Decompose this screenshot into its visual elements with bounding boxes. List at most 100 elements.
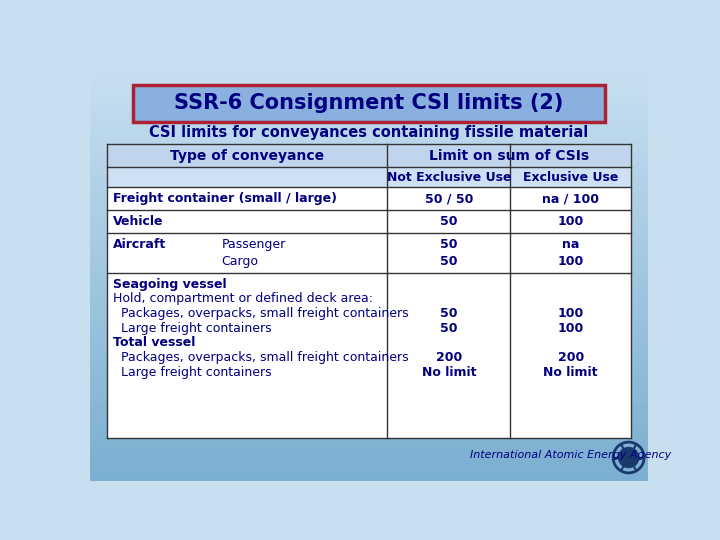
Bar bbox=[90, 162, 648, 168]
Bar bbox=[90, 349, 648, 356]
Text: No limit: No limit bbox=[422, 366, 476, 379]
Bar bbox=[107, 144, 631, 438]
Bar bbox=[90, 432, 648, 439]
Text: Packages, overpacks, small freight containers: Packages, overpacks, small freight conta… bbox=[113, 351, 409, 364]
Bar bbox=[90, 99, 648, 106]
Bar bbox=[90, 390, 648, 397]
Text: Hold, compartment or defined deck area:: Hold, compartment or defined deck area: bbox=[113, 292, 373, 306]
Bar bbox=[90, 460, 648, 467]
Bar bbox=[90, 356, 648, 363]
Bar bbox=[90, 474, 648, 481]
Bar bbox=[90, 65, 648, 72]
Bar bbox=[90, 363, 648, 370]
Text: 100: 100 bbox=[557, 322, 584, 335]
Bar bbox=[90, 238, 648, 245]
Bar bbox=[90, 224, 648, 231]
Bar bbox=[90, 176, 648, 183]
Bar bbox=[90, 85, 648, 92]
Text: Packages, overpacks, small freight containers: Packages, overpacks, small freight conta… bbox=[113, 307, 409, 320]
Bar bbox=[90, 287, 648, 294]
Text: 200: 200 bbox=[557, 351, 584, 364]
Text: Freight container (small / large): Freight container (small / large) bbox=[113, 192, 337, 205]
Text: Passenger: Passenger bbox=[222, 239, 286, 252]
Bar bbox=[90, 141, 648, 148]
Bar bbox=[90, 245, 648, 252]
Bar bbox=[90, 383, 648, 390]
Text: CSI limits for conveyances containing fissile material: CSI limits for conveyances containing fi… bbox=[149, 125, 589, 140]
Text: Exclusive Use: Exclusive Use bbox=[523, 171, 618, 184]
Bar bbox=[90, 127, 648, 134]
Bar bbox=[90, 273, 648, 280]
Bar bbox=[90, 72, 648, 79]
Text: Seagoing vessel: Seagoing vessel bbox=[113, 278, 227, 291]
Bar bbox=[90, 134, 648, 141]
Text: 50: 50 bbox=[440, 322, 458, 335]
Bar bbox=[107, 167, 631, 187]
Bar bbox=[90, 197, 648, 204]
Bar bbox=[90, 280, 648, 287]
Bar bbox=[90, 92, 648, 99]
Bar bbox=[90, 79, 648, 85]
Bar bbox=[90, 300, 648, 307]
Text: No limit: No limit bbox=[544, 366, 598, 379]
Text: 50 / 50: 50 / 50 bbox=[425, 192, 473, 205]
Text: International Atomic Energy Agency: International Atomic Energy Agency bbox=[469, 450, 671, 460]
Bar bbox=[90, 446, 648, 453]
Bar bbox=[90, 204, 648, 211]
Text: 50: 50 bbox=[440, 255, 458, 268]
Bar bbox=[90, 411, 648, 418]
Bar bbox=[90, 231, 648, 238]
Text: Limit on sum of CSIs: Limit on sum of CSIs bbox=[429, 148, 589, 163]
Bar bbox=[90, 155, 648, 162]
Bar bbox=[90, 328, 648, 335]
Bar bbox=[90, 113, 648, 120]
Bar bbox=[90, 168, 648, 176]
Bar bbox=[90, 404, 648, 411]
Text: 50: 50 bbox=[440, 239, 458, 252]
Text: 100: 100 bbox=[557, 307, 584, 320]
Text: Aircraft: Aircraft bbox=[113, 239, 166, 252]
Text: SSR-6 Consignment CSI limits (2): SSR-6 Consignment CSI limits (2) bbox=[174, 93, 564, 113]
Bar bbox=[90, 377, 648, 383]
Text: 50: 50 bbox=[440, 215, 458, 228]
Bar bbox=[90, 439, 648, 446]
Text: Vehicle: Vehicle bbox=[113, 215, 163, 228]
Circle shape bbox=[618, 448, 639, 468]
Text: Cargo: Cargo bbox=[222, 255, 258, 268]
Bar bbox=[90, 335, 648, 342]
Text: Not Exclusive Use: Not Exclusive Use bbox=[387, 171, 511, 184]
Bar bbox=[90, 321, 648, 328]
Bar bbox=[90, 106, 648, 113]
Bar bbox=[90, 370, 648, 377]
Bar bbox=[90, 314, 648, 321]
Text: na: na bbox=[562, 239, 580, 252]
Bar bbox=[90, 183, 648, 190]
Text: 100: 100 bbox=[557, 215, 584, 228]
Bar bbox=[90, 217, 648, 224]
Bar bbox=[90, 453, 648, 460]
Bar bbox=[90, 259, 648, 266]
Text: na / 100: na / 100 bbox=[542, 192, 599, 205]
Text: 200: 200 bbox=[436, 351, 462, 364]
Bar bbox=[107, 144, 631, 167]
Bar bbox=[90, 210, 648, 217]
Bar bbox=[90, 467, 648, 474]
Bar bbox=[90, 307, 648, 314]
Text: 100: 100 bbox=[557, 255, 584, 268]
Bar bbox=[90, 418, 648, 425]
Text: Type of conveyance: Type of conveyance bbox=[170, 148, 324, 163]
Bar bbox=[90, 294, 648, 300]
Bar bbox=[90, 190, 648, 197]
Bar bbox=[90, 425, 648, 432]
Bar bbox=[90, 252, 648, 259]
Bar bbox=[90, 120, 648, 127]
Bar bbox=[90, 397, 648, 404]
Text: Total vessel: Total vessel bbox=[113, 336, 196, 349]
Text: Large freight containers: Large freight containers bbox=[113, 322, 272, 335]
Bar bbox=[90, 148, 648, 155]
Text: Large freight containers: Large freight containers bbox=[113, 366, 272, 379]
Bar bbox=[90, 342, 648, 349]
FancyBboxPatch shape bbox=[132, 85, 606, 122]
Text: 50: 50 bbox=[440, 307, 458, 320]
Bar bbox=[90, 266, 648, 273]
